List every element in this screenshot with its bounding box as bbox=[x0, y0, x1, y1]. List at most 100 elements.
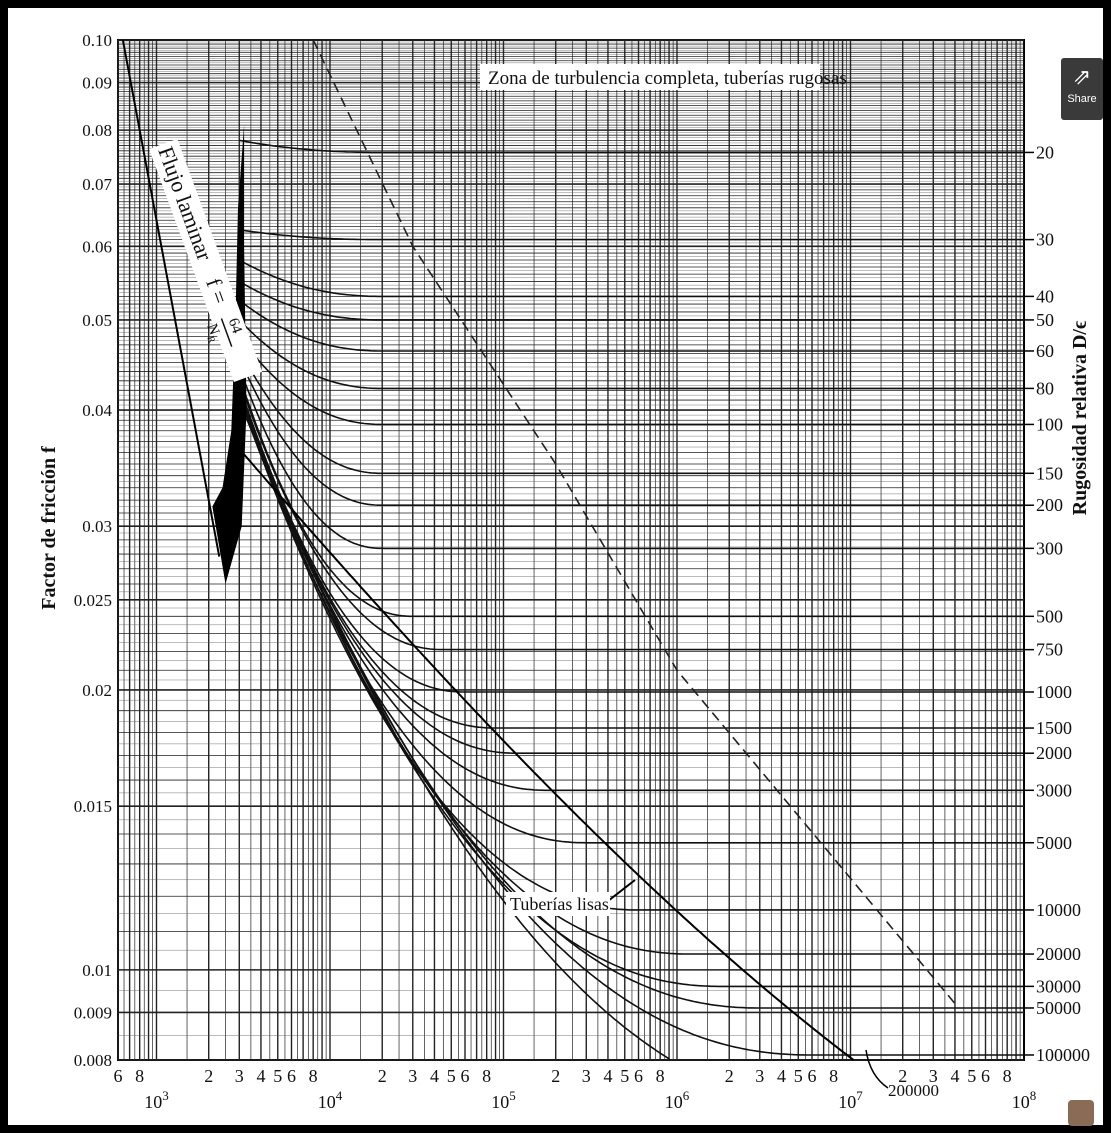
x-decade-label: 104 bbox=[318, 1088, 343, 1112]
y-tick-label: 0.09 bbox=[82, 74, 112, 93]
x-tick-label: 8 bbox=[309, 1066, 318, 1086]
x-decade-label: 107 bbox=[838, 1088, 863, 1112]
roughness-label: 300 bbox=[1036, 538, 1063, 558]
x-tick-label: 6 bbox=[808, 1066, 817, 1086]
roughness-curve bbox=[238, 388, 1024, 729]
roughness-curve bbox=[238, 319, 1024, 390]
share-button[interactable]: ⇗ Share bbox=[1061, 58, 1103, 120]
turbulence-label-bg bbox=[480, 64, 820, 90]
roughness-curve bbox=[238, 259, 1024, 298]
special-marks bbox=[121, 39, 956, 1089]
y-tick-label: 0.04 bbox=[82, 401, 112, 420]
x-tick-label: 2 bbox=[204, 1066, 213, 1086]
smooth-label-arrow bbox=[607, 879, 636, 902]
roughness-curve bbox=[238, 390, 1024, 755]
x-tick-label: 4 bbox=[430, 1066, 439, 1086]
x-tick-label: 4 bbox=[256, 1066, 265, 1086]
x-tick-label: 4 bbox=[950, 1066, 959, 1086]
x-tick-label: 8 bbox=[135, 1066, 144, 1086]
x-tick-label: 3 bbox=[235, 1066, 244, 1086]
y-tick-label: 0.01 bbox=[82, 961, 112, 980]
axis-labels: 0.100.090.080.070.060.050.040.030.0250.0… bbox=[74, 31, 1090, 1112]
laminar-formula-subscript: R bbox=[204, 335, 217, 345]
roughness-label: 100 bbox=[1036, 414, 1063, 434]
x-tick-label: 3 bbox=[582, 1066, 591, 1086]
x-tick-label: 8 bbox=[1003, 1066, 1012, 1086]
x-tick-label: 6 bbox=[461, 1066, 470, 1086]
y-tick-label: 0.008 bbox=[74, 1051, 112, 1070]
roughness-curve bbox=[238, 396, 1024, 955]
roughness-curve bbox=[238, 335, 1024, 426]
roughness-label: 750 bbox=[1036, 640, 1063, 660]
smooth-pipes-label: Tuberías lisas bbox=[510, 894, 609, 914]
annotation-200000: 200000 bbox=[888, 1081, 939, 1100]
y-tick-label: 0.05 bbox=[82, 311, 112, 330]
share-label: Share bbox=[1067, 93, 1097, 105]
x-tick-label: 5 bbox=[447, 1066, 456, 1086]
roughness-curve bbox=[238, 366, 1024, 550]
roughness-label: 80 bbox=[1036, 378, 1054, 398]
roughness-curve bbox=[238, 357, 1024, 507]
x-tick-label: 8 bbox=[829, 1066, 838, 1086]
roughness-curve bbox=[238, 299, 1024, 352]
x-tick-label: 5 bbox=[620, 1066, 629, 1086]
x-tick-label: 6 bbox=[114, 1066, 123, 1086]
x-tick-label: 5 bbox=[273, 1066, 282, 1086]
roughness-curve bbox=[239, 229, 1024, 241]
smooth-pipe-curve bbox=[238, 448, 855, 1061]
roughness-curve bbox=[238, 399, 671, 1060]
moody-chart: 0.100.090.080.070.060.050.040.030.0250.0… bbox=[38, 31, 1091, 1112]
roughness-curves bbox=[238, 139, 1024, 1061]
avatar bbox=[1068, 1100, 1094, 1126]
y-tick-label: 0.025 bbox=[74, 591, 112, 610]
y-tick-label: 0.015 bbox=[74, 797, 112, 816]
roughness-curve bbox=[238, 375, 1024, 618]
roughness-label: 60 bbox=[1036, 341, 1054, 361]
x-tick-label: 8 bbox=[482, 1066, 491, 1086]
y-axis-title: Factor de fricción f bbox=[38, 446, 60, 610]
x-tick-label: 2 bbox=[378, 1066, 387, 1086]
y2-axis-title: Rugosidad relativa D/ϵ bbox=[1069, 320, 1091, 515]
x-decade-label: 108 bbox=[1012, 1088, 1037, 1112]
roughness-label: 200 bbox=[1036, 495, 1063, 515]
roughness-curve bbox=[238, 395, 1024, 911]
turbulence-zone-label: Zona de turbulencia completa, tuberías r… bbox=[488, 68, 847, 89]
roughness-label: 30 bbox=[1036, 230, 1054, 250]
grid bbox=[117, 39, 1025, 1061]
roughness-curve bbox=[238, 392, 1024, 792]
roughness-curve bbox=[238, 397, 1024, 988]
x-tick-label: 6 bbox=[981, 1066, 990, 1086]
roughness-label: 40 bbox=[1036, 286, 1054, 306]
x-tick-label: 8 bbox=[656, 1066, 665, 1086]
laminar-formula-denominator: N bbox=[203, 322, 222, 338]
x-tick-label: 2 bbox=[898, 1066, 907, 1086]
roughness-label: 30000 bbox=[1036, 976, 1081, 996]
laminar-line bbox=[121, 39, 221, 557]
x-tick-label: 5 bbox=[794, 1066, 803, 1086]
y-tick-label: 0.07 bbox=[82, 175, 112, 194]
roughness-label: 500 bbox=[1036, 606, 1063, 626]
roughness-label: 1500 bbox=[1036, 718, 1072, 738]
roughness-label: 10000 bbox=[1036, 900, 1081, 920]
x-tick-label: 2 bbox=[725, 1066, 734, 1086]
x-tick-label: 3 bbox=[408, 1066, 417, 1086]
x-tick-label: 4 bbox=[777, 1066, 786, 1086]
roughness-curve bbox=[239, 139, 1024, 154]
roughness-curve bbox=[238, 380, 1024, 651]
smooth-label-bg bbox=[506, 892, 610, 916]
annotation-200000-arrow bbox=[865, 1049, 889, 1089]
share-icon: ⇗ bbox=[1072, 64, 1092, 89]
roughness-curve bbox=[238, 280, 1024, 321]
y-tick-label: 0.02 bbox=[82, 681, 112, 700]
x-tick-label: 5 bbox=[967, 1066, 976, 1086]
roughness-label: 50 bbox=[1036, 310, 1054, 330]
x-decade-label: 105 bbox=[491, 1088, 516, 1112]
roughness-label: 100000 bbox=[1036, 1045, 1090, 1065]
x-decade-label: 106 bbox=[665, 1088, 690, 1112]
x-decade-label: 103 bbox=[144, 1088, 169, 1112]
y-tick-label: 0.03 bbox=[82, 517, 112, 536]
roughness-curve bbox=[238, 385, 1024, 693]
x-tick-label: 2 bbox=[551, 1066, 560, 1086]
roughness-label: 3000 bbox=[1036, 780, 1072, 800]
y-tick-label: 0.08 bbox=[82, 121, 112, 140]
